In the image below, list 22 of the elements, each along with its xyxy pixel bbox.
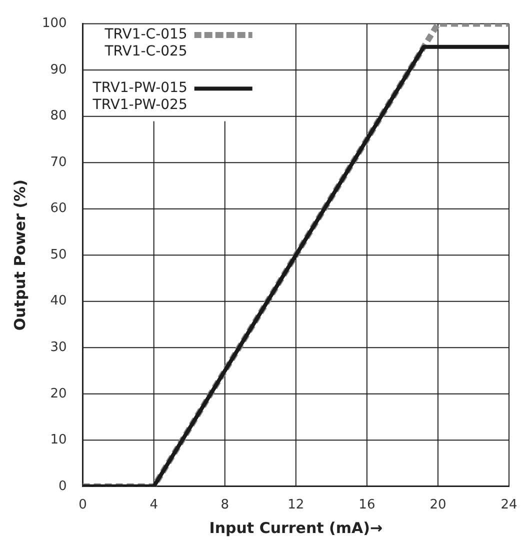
y-tick-label: 100 <box>42 16 67 32</box>
x-axis-title: Input Current (mA)→ <box>209 518 383 537</box>
x-tick-label: 16 <box>358 498 376 513</box>
y-tick-label: 20 <box>50 386 67 402</box>
y-tick-label: 30 <box>50 340 67 355</box>
y-tick-label: 70 <box>50 154 67 170</box>
y-tick-label: 80 <box>50 108 67 124</box>
legend-label: TRV1-C-015 TRV1-C-025 <box>104 26 188 60</box>
y-tick-label: 90 <box>50 62 67 78</box>
x-tick-label: 4 <box>150 498 158 513</box>
x-tick-label: 24 <box>500 498 518 513</box>
x-tick-label: 0 <box>78 498 87 513</box>
x-tick-label: 20 <box>430 498 446 513</box>
y-tick-label: 60 <box>50 201 67 216</box>
y-tick-label: 10 <box>50 432 67 448</box>
y-axis-title: Output Power (%) <box>10 180 29 331</box>
y-tick-label: 0 <box>58 478 67 494</box>
y-tick-label: 40 <box>50 294 67 309</box>
legend-label: TRV1-PW-015 TRV1-PW-025 <box>92 80 188 114</box>
x-tick-label: 8 <box>220 498 230 513</box>
x-tick-label: 12 <box>288 498 304 513</box>
y-tick-label: 50 <box>50 247 67 262</box>
